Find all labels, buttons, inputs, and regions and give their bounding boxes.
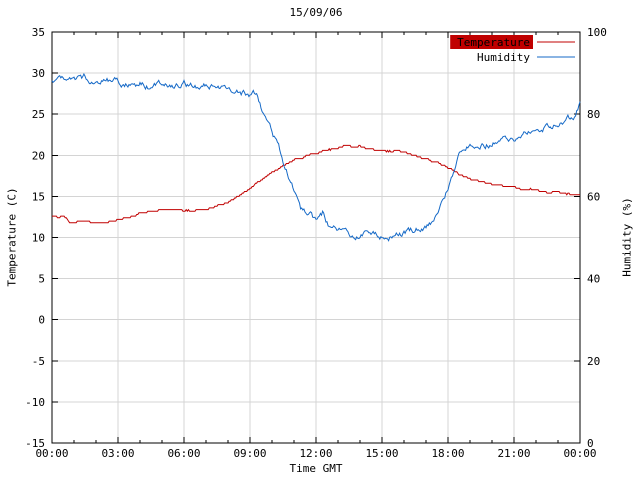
series-line-humidity — [51, 72, 581, 242]
y-right-tick-label: 40 — [587, 273, 600, 286]
y-right-tick-label: 100 — [587, 26, 607, 39]
x-tick-label: 06:00 — [167, 447, 200, 460]
x-tick-label: 09:00 — [233, 447, 266, 460]
axis-ticks — [51, 31, 581, 444]
y-right-tick-label: 80 — [587, 108, 600, 121]
y-left-tick-label: -15 — [25, 437, 45, 450]
y-right-tick-label: 60 — [587, 190, 600, 203]
x-tick-label: 15:00 — [365, 447, 398, 460]
x-axis-title: Time GMT — [289, 462, 343, 475]
y-left-tick-label: 30 — [32, 67, 45, 80]
grid — [51, 31, 581, 444]
y-left-tick-label: -5 — [32, 355, 45, 368]
series — [51, 72, 581, 242]
x-tick-label: 12:00 — [299, 447, 332, 460]
x-tick-label: 18:00 — [431, 447, 464, 460]
y-right-tick-label: 0 — [587, 437, 594, 450]
legend-label: Temperature — [457, 36, 530, 49]
x-tick-label: 00:00 — [35, 447, 68, 460]
legend-entry-humidity: Humidity — [477, 51, 575, 64]
legend-entry-temperature: Temperature — [450, 35, 575, 49]
y-left-tick-label: 15 — [32, 190, 45, 203]
y-left-tick-label: 25 — [32, 108, 45, 121]
legend-label: Humidity — [477, 51, 530, 64]
legend: Temperature Humidity — [450, 35, 575, 64]
y-left-tick-label: 20 — [32, 149, 45, 162]
y-left-tick-label: 35 — [32, 26, 45, 39]
y-right-tick-label: 20 — [587, 355, 600, 368]
legend-box — [450, 35, 533, 49]
series-line-temperature — [52, 144, 580, 224]
y-left-tick-label: -10 — [25, 396, 45, 409]
x-tick-label: 00:00 — [563, 447, 596, 460]
x-tick-label: 21:00 — [497, 447, 530, 460]
y-left-tick-label: 5 — [38, 273, 45, 286]
y-left-tick-label: 10 — [32, 232, 45, 245]
chart-title: 15/09/06 — [289, 6, 343, 19]
x-tick-label: 03:00 — [101, 447, 134, 460]
tick-labels: 00:00 03:00 06:00 09:00 12:00 15:00 18:00 21:00… — [25, 26, 607, 460]
y-left-tick-label: 0 — [38, 314, 45, 327]
